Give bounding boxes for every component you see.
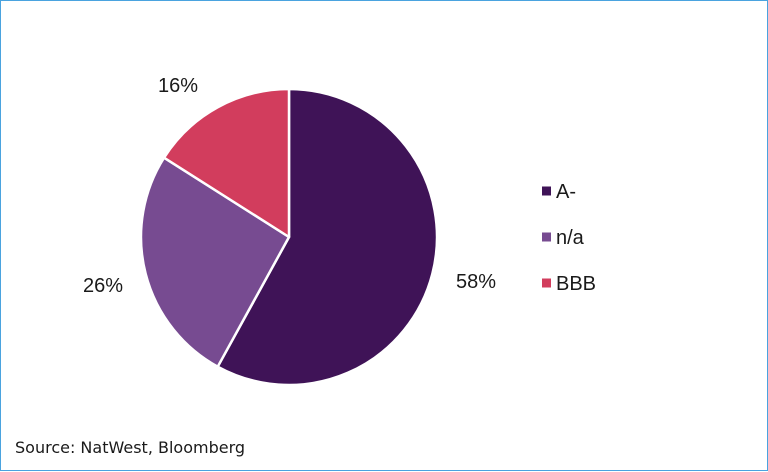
legend-label-na: n/a — [556, 227, 585, 249]
pie-slice-a — [216, 87, 439, 387]
legend-swatch-na — [542, 232, 551, 242]
pie-slices — [139, 87, 439, 387]
legend-label-bbb: BBB — [556, 273, 596, 295]
data-label-na: 26% — [83, 275, 123, 297]
data-labels: 58% 26% 16% — [83, 75, 496, 297]
legend: A-n/a BBB — [542, 181, 596, 295]
pie-slice-bbb — [162, 87, 291, 239]
pie-slice-na — [139, 156, 291, 368]
source-note: Source: NatWest, Bloomberg — [15, 438, 246, 457]
data-label-a: 58% — [456, 271, 496, 293]
legend-swatch-bbb — [542, 278, 551, 288]
legend-label-a: A- — [556, 181, 576, 203]
legend-swatch-a — [542, 186, 551, 196]
data-label-bbb: 16% — [158, 75, 198, 97]
